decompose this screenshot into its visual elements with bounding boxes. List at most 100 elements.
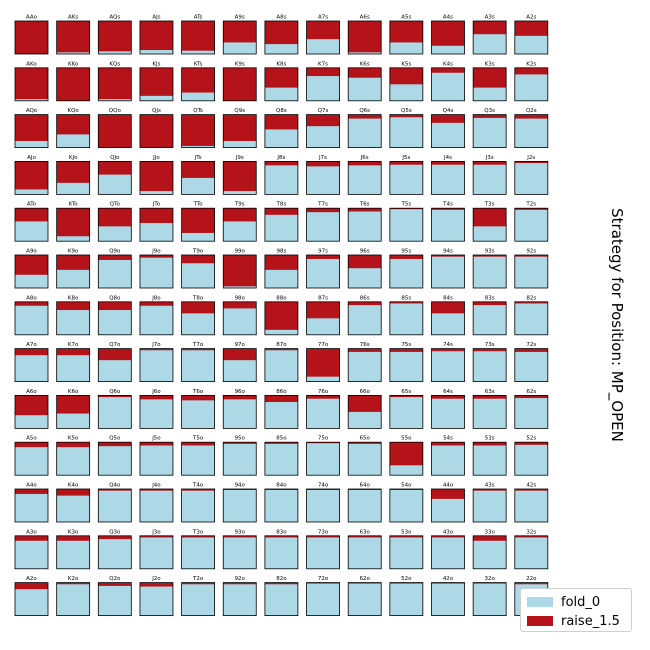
cell-frame <box>56 207 91 242</box>
cell-frame <box>56 582 91 616</box>
raise-bar <box>15 255 48 275</box>
raise-bar <box>56 114 90 135</box>
raise-bar <box>348 395 382 412</box>
hand-cell: 44o <box>431 483 465 523</box>
hand-label: 55o <box>401 436 412 442</box>
fold-bar <box>348 535 382 569</box>
hand-label: 87s <box>318 295 328 301</box>
cell-frame <box>472 114 507 148</box>
hand-cell: KKo <box>56 61 91 102</box>
cell-frame <box>14 535 49 570</box>
raise-bar <box>473 489 507 491</box>
hand-label: QJo <box>110 155 120 161</box>
raise-bar <box>181 301 215 314</box>
cell-frame <box>97 441 132 476</box>
raise-bar <box>181 348 215 351</box>
cell-frame <box>56 441 91 476</box>
hand-label: AQo <box>26 108 38 114</box>
cell-frame <box>306 301 340 336</box>
raise-bar <box>223 395 257 400</box>
hand-cell: KJs <box>139 61 174 102</box>
raise-bar <box>389 301 423 304</box>
fold-bar <box>348 114 382 148</box>
fold-bar <box>431 348 465 382</box>
cell-frame <box>97 20 132 55</box>
cell-frame <box>306 441 340 476</box>
raise-bar <box>223 489 257 490</box>
raise-bar <box>389 208 423 210</box>
raise-bar <box>223 348 257 361</box>
cell-frame <box>347 114 382 148</box>
hand-cell: KQs <box>97 61 132 102</box>
hand-cell: T3o <box>181 529 216 570</box>
hand-label: J7o <box>151 342 161 348</box>
raise-bar <box>181 161 215 178</box>
hand-cell: A2o <box>14 576 49 616</box>
raise-bar <box>431 21 465 46</box>
fold-bar <box>139 489 173 522</box>
fold-bar <box>139 395 173 429</box>
hand-label: K2s <box>526 61 536 67</box>
hand-cell: K5o <box>56 436 91 476</box>
hand-label: 43s <box>485 483 495 489</box>
cell-frame <box>14 160 49 195</box>
hand-label: T4o <box>192 483 204 489</box>
legend-swatch-fold <box>527 597 553 607</box>
hand-cell: 66o <box>347 389 382 429</box>
raise-bar <box>181 208 215 233</box>
hand-cell: K7s <box>306 61 340 102</box>
raise-bar <box>431 442 465 446</box>
raise-bar <box>181 582 215 585</box>
hand-cell: A7o <box>14 342 49 383</box>
raise-bar <box>473 67 507 88</box>
cell-frame <box>389 535 424 570</box>
fold-bar <box>389 208 423 242</box>
cell-frame <box>306 535 340 570</box>
cell-frame <box>306 160 340 195</box>
cell-frame <box>431 207 465 242</box>
raise-bar <box>431 535 465 538</box>
raise-bar <box>348 582 382 584</box>
hand-label: 32s <box>526 529 536 535</box>
raise-bar <box>139 348 173 351</box>
hand-cell: K2s <box>514 61 549 102</box>
hand-cell: 75s <box>389 342 424 383</box>
cell-frame <box>514 348 549 383</box>
hand-cell: T6o <box>181 389 216 429</box>
fold-bar <box>514 114 548 148</box>
cell-frame <box>222 394 257 429</box>
hand-cell: 63o <box>347 529 382 570</box>
hand-cell: 32o <box>472 576 507 616</box>
hand-label: 66o <box>360 389 371 395</box>
cell-frame <box>222 20 257 55</box>
cell-frame <box>222 582 257 616</box>
raise-bar <box>348 301 382 306</box>
hand-label: AKs <box>68 15 78 21</box>
fold-bar <box>389 395 423 429</box>
raise-bar <box>514 67 548 75</box>
raise-bar <box>514 255 548 257</box>
raise-bar <box>139 582 173 587</box>
raise-bar <box>306 67 340 77</box>
hand-label: J6s <box>360 155 369 161</box>
hand-cell: J5o <box>139 436 174 476</box>
hand-label: 83o <box>276 529 287 535</box>
raise-bar <box>264 442 298 444</box>
raise-bar <box>431 208 465 210</box>
fold-bar <box>98 535 132 569</box>
hand-label: K4o <box>68 483 79 489</box>
cell-frame <box>347 67 382 102</box>
raise-bar <box>389 489 423 490</box>
hand-label: Q3o <box>109 529 121 535</box>
hand-cell: K7o <box>56 342 91 383</box>
hand-cell: ATo <box>14 202 49 242</box>
hand-cell: QJs <box>139 108 174 148</box>
cell-frame <box>222 114 257 148</box>
hand-cell: 94s <box>431 249 465 289</box>
cell-frame <box>389 67 424 102</box>
hand-label: AKo <box>26 61 37 67</box>
fold-bar <box>514 301 548 335</box>
fold-bar <box>431 535 465 569</box>
hand-cell: 82s <box>514 295 549 336</box>
hand-cell: J4o <box>139 483 174 523</box>
